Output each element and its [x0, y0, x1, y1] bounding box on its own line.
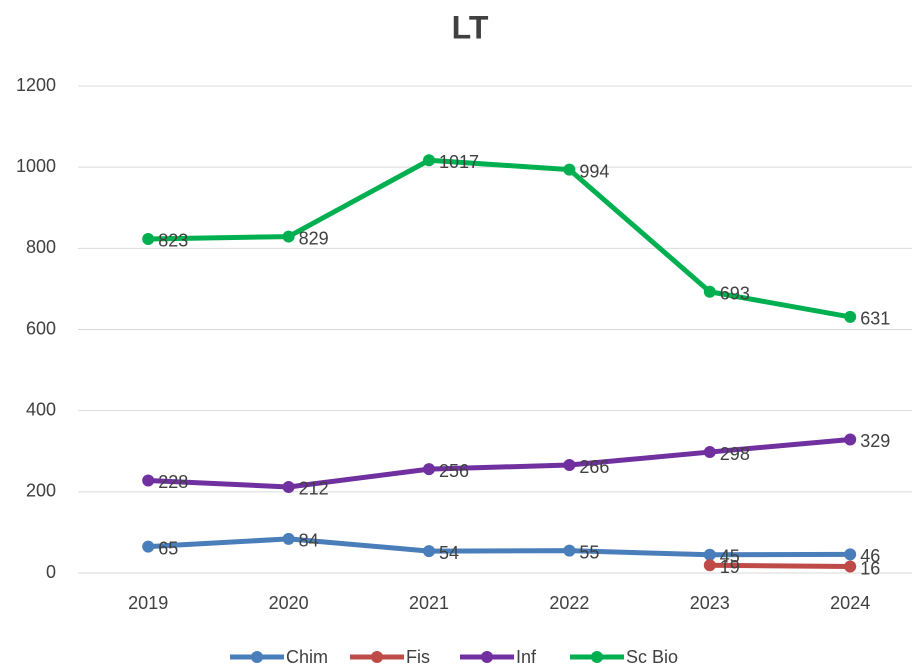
y-tick-label: 0	[46, 562, 56, 582]
data-point	[844, 548, 857, 561]
data-label: 829	[299, 228, 329, 248]
y-tick-label: 1000	[16, 156, 56, 176]
data-point	[844, 560, 857, 573]
data-label: 45	[720, 546, 740, 566]
series-line	[148, 157, 851, 320]
legend-label: Fis	[406, 647, 430, 667]
data-label: 54	[439, 543, 459, 563]
data-label: 1017	[439, 152, 479, 172]
legend-item: Sc Bio	[570, 647, 678, 667]
data-label: 823	[158, 231, 188, 251]
legend-label: Chim	[286, 647, 328, 667]
data-point	[282, 230, 295, 243]
legend-item: Fis	[350, 647, 430, 667]
data-point	[563, 163, 576, 176]
series-line	[709, 562, 851, 570]
series-line	[148, 436, 851, 490]
x-tick-label: 2023	[690, 593, 730, 613]
legend-item: Inf	[460, 647, 537, 667]
data-label: 266	[579, 457, 609, 477]
data-point	[844, 433, 857, 446]
data-point	[703, 559, 716, 572]
data-point	[703, 548, 716, 561]
series-line	[148, 536, 851, 558]
y-tick-label: 400	[26, 399, 56, 419]
legend-marker	[481, 651, 493, 663]
y-tick-label: 600	[26, 318, 56, 338]
data-label: 65	[158, 538, 178, 558]
data-point	[844, 310, 857, 323]
data-label: 19	[720, 557, 740, 577]
y-tick-label: 1200	[16, 75, 56, 95]
chart-title: LT	[452, 9, 489, 45]
legend-label: Inf	[516, 647, 537, 667]
data-point	[423, 463, 435, 476]
x-tick-label: 2020	[269, 593, 309, 613]
x-tick-label: 2024	[830, 593, 870, 613]
data-point	[142, 232, 155, 245]
data-label: 693	[720, 284, 750, 304]
data-point	[423, 545, 435, 558]
legend-label: Sc Bio	[626, 647, 678, 667]
data-point	[423, 154, 435, 167]
data-point	[142, 540, 155, 553]
data-label: 55	[579, 542, 599, 562]
data-label: 84	[299, 531, 319, 551]
data-point	[703, 446, 716, 459]
data-point	[703, 285, 716, 298]
data-label: 212	[299, 479, 329, 499]
data-point	[563, 544, 576, 557]
data-point	[563, 459, 576, 472]
legend-marker	[251, 651, 263, 663]
data-label: 298	[720, 444, 750, 464]
x-tick-label: 2022	[549, 593, 589, 613]
legend-item: Chim	[230, 647, 328, 667]
data-label: 329	[860, 431, 890, 451]
legend-marker	[591, 651, 603, 663]
x-tick-label: 2021	[409, 593, 449, 613]
data-label: 994	[579, 161, 609, 181]
data-label: 631	[860, 309, 890, 329]
data-point	[282, 480, 295, 493]
data-label: 256	[439, 461, 469, 481]
legend-marker	[371, 651, 383, 663]
data-label: 46	[860, 546, 880, 566]
x-tick-label: 2019	[128, 593, 168, 613]
data-point	[282, 532, 295, 545]
data-label: 228	[158, 472, 188, 492]
y-tick-label: 800	[26, 237, 56, 257]
data-point	[142, 474, 155, 487]
data-label: 16	[860, 558, 880, 578]
y-tick-label: 200	[26, 481, 56, 501]
